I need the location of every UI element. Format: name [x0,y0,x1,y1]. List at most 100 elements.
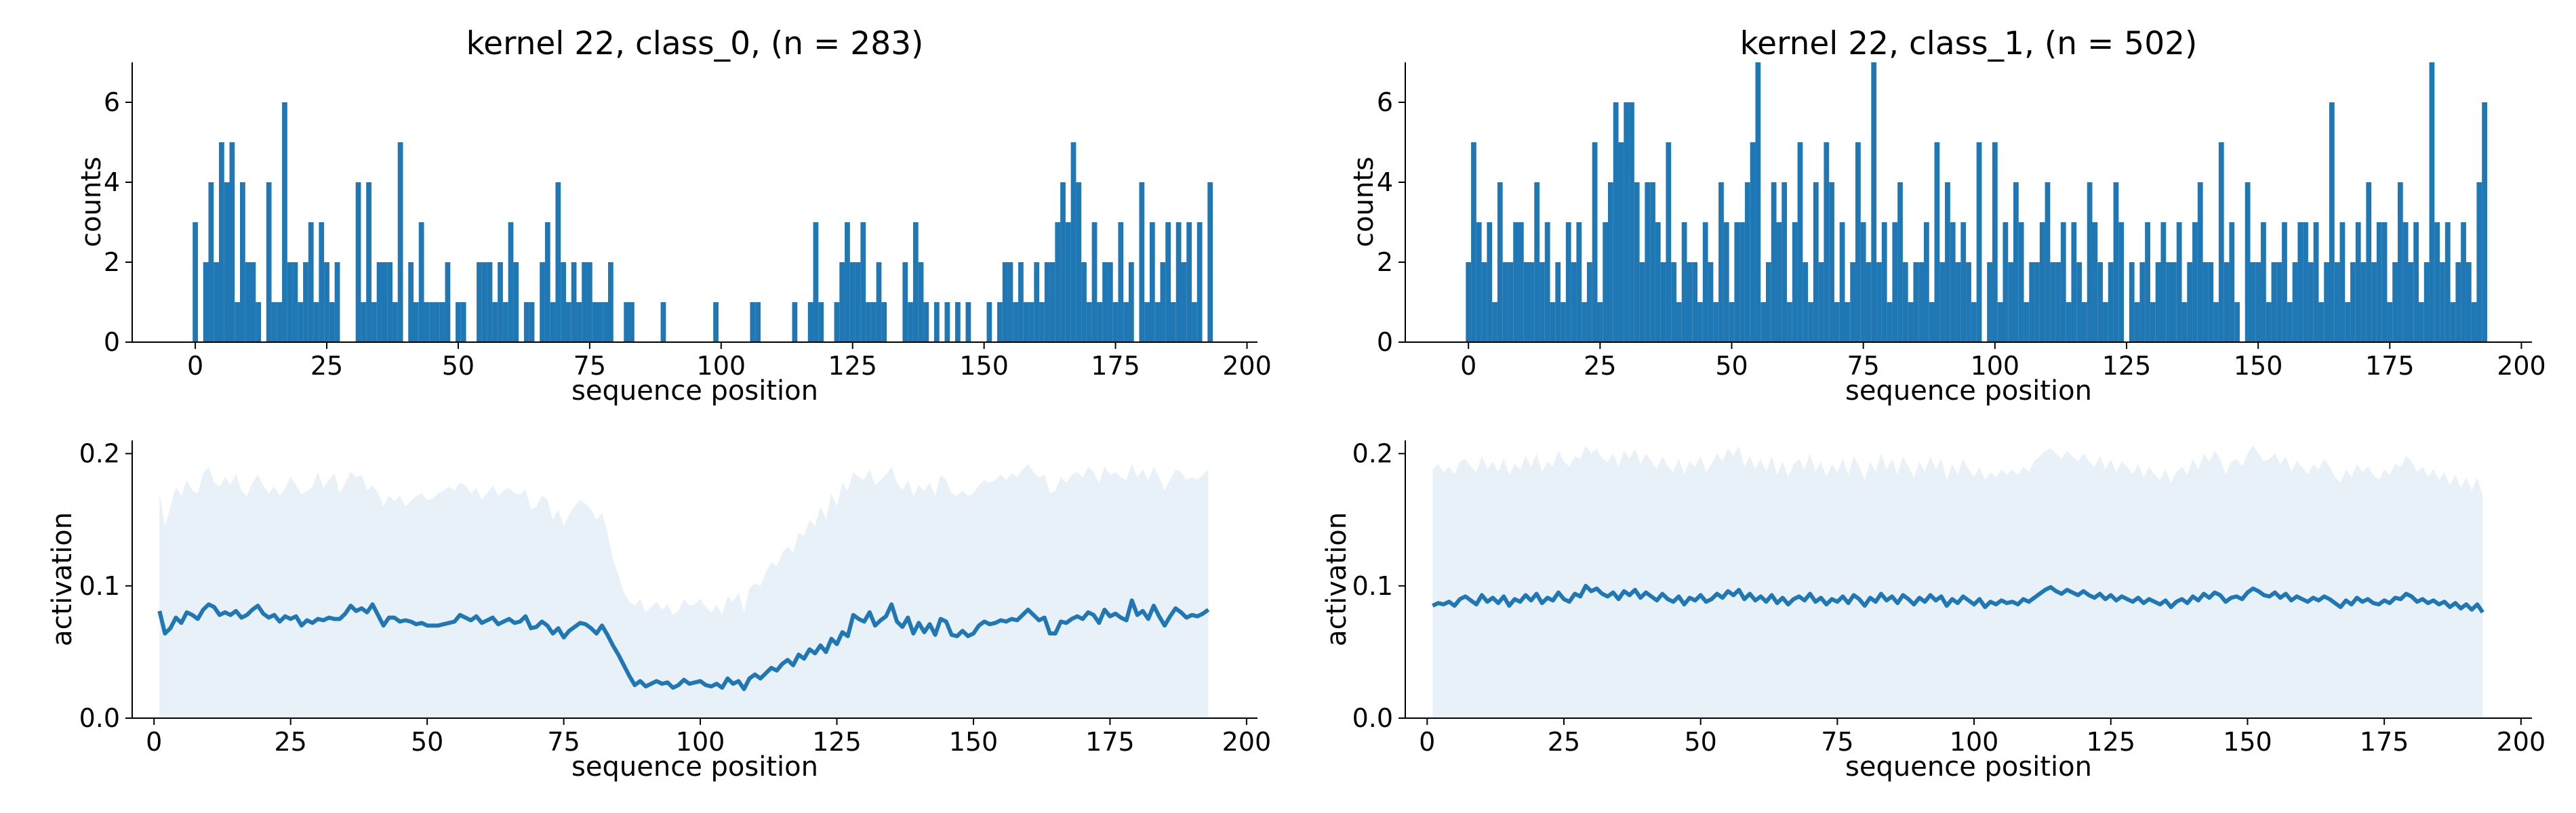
bar [1049,262,1055,342]
bar [382,262,388,342]
bar [2024,302,2030,342]
bar [355,182,361,342]
bar [2160,222,2167,342]
bar [2392,262,2398,342]
bar [1144,302,1150,342]
bar [1139,182,1145,342]
x-tick-label: 200 [1222,351,1272,381]
bar [1987,262,1992,342]
bar [1976,142,1982,342]
bar [523,302,529,342]
bar [376,262,382,342]
bar [1207,182,1213,342]
bar [1097,302,1103,342]
bar [1992,142,1998,342]
bar [366,182,371,342]
bar [2039,222,2045,342]
bar [2150,302,2156,342]
bar [1934,142,1940,342]
bar [2108,262,2114,342]
bar [912,222,919,342]
bar [1039,302,1045,342]
bar [1492,302,1497,342]
bar [1586,262,1592,342]
bar [203,262,209,342]
bar [429,302,435,342]
bar [965,302,971,342]
bar [818,302,824,342]
x-axis-label-class-1: sequence position [1845,375,2092,406]
bar [2223,262,2230,342]
bar [1070,142,1076,342]
bar [944,302,950,342]
x-tick-label: 75 [1847,351,1879,381]
bar [1565,222,1571,342]
x-tick-label: 200 [1222,727,1272,757]
x-tick-label: 125 [2087,727,2136,757]
histogram-class-1: kernel 22, class_1, (n = 502) 0 25 50 75 100… [1348,25,2546,406]
bar [2176,222,2182,342]
bar [2003,222,2009,342]
bar [502,302,508,342]
bar [1702,222,1708,342]
bar [1908,302,1914,342]
bar [1544,222,1550,342]
bar [1729,302,1735,342]
bar [1818,262,1824,342]
bar [481,262,487,342]
bar [1876,262,1882,342]
bar [576,302,582,342]
activation-band [159,464,1209,718]
bar [1471,142,1476,342]
bar [1718,182,1724,342]
bar [1518,222,1524,342]
bar [2297,222,2303,342]
bar [1107,262,1113,342]
bar [2250,262,2256,342]
x-tick-label: 150 [949,727,999,757]
bar [1618,142,1624,342]
x-axis-label-activation-1: sequence position [1845,751,2092,783]
chart-title-class-1: kernel 22, class_1, (n = 502) [1740,25,2198,62]
bar [902,262,908,342]
bar [1034,262,1040,342]
bar [397,142,403,342]
bar [608,262,613,342]
bar [845,222,850,342]
bar [193,222,198,342]
x-tick-label: 150 [959,351,1009,381]
x-tick-label: 100 [1950,727,1999,757]
bar [2466,262,2472,342]
bar [1708,262,1714,342]
x-tick-label: 125 [2102,351,2152,381]
bar [424,302,430,342]
x-tick-label: 175 [2360,727,2409,757]
bar [1582,302,1587,342]
bar [513,262,519,342]
bar [550,302,556,342]
bar [2339,222,2346,342]
bar [456,302,461,342]
bar [1897,182,1903,342]
bar [492,302,498,342]
bar [2129,262,2135,342]
bar [1655,222,1661,342]
bar [1624,102,1630,342]
bar [2397,182,2403,342]
bar [1481,262,1487,342]
bar [1571,262,1577,342]
x-tick-label: 175 [1091,351,1140,381]
bar [1803,262,1809,342]
bar [2366,182,2372,342]
x-tick-label: 200 [2497,351,2546,381]
bar [292,262,298,342]
bar [1913,262,1919,342]
bar [1497,182,1503,342]
bar [250,262,256,342]
bar [1850,262,1856,342]
bar [2334,262,2340,342]
bar [1181,262,1187,342]
bar [849,262,856,342]
bar [308,222,314,342]
